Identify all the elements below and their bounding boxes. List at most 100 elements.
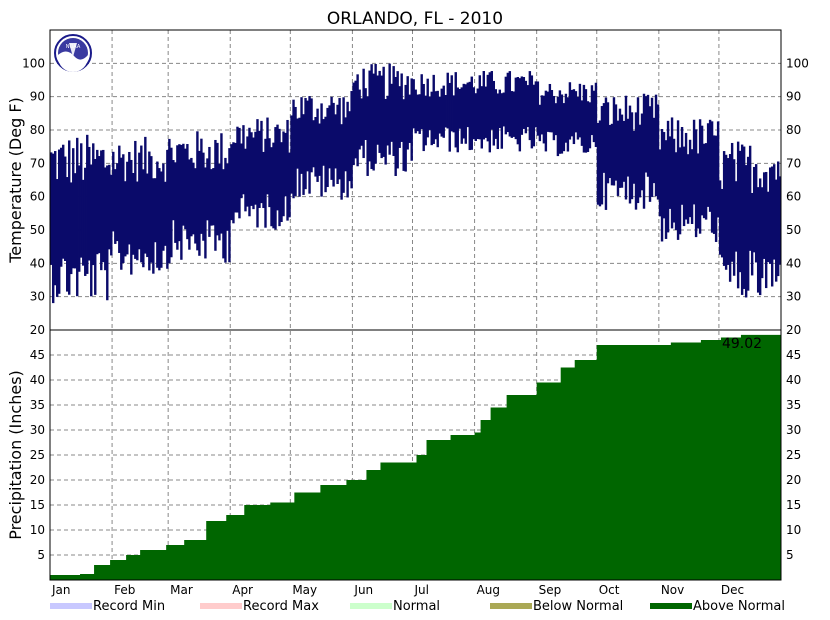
month-label: Nov xyxy=(661,583,684,597)
temperature-day-bar xyxy=(338,98,341,180)
temperature-day-bar xyxy=(110,174,113,256)
temperature-day-bar xyxy=(128,151,131,245)
temperature-day-bar xyxy=(546,91,550,132)
temperature-day-bar xyxy=(752,166,756,253)
temperature-day-bar xyxy=(178,144,181,242)
temperature-day-bar xyxy=(94,158,97,295)
temperature-day-bar xyxy=(596,122,600,205)
precipitation-tick-left: 45 xyxy=(30,348,45,362)
legend-swatch xyxy=(200,603,242,609)
temperature-day-bar xyxy=(450,75,453,132)
temperature-day-bar xyxy=(488,72,492,153)
temperature-day-bar xyxy=(432,74,435,144)
temperature-day-bar xyxy=(214,139,217,251)
legend-swatch xyxy=(50,603,92,609)
temperature-day-bar xyxy=(230,144,233,221)
temperature-day-bar xyxy=(672,138,676,223)
temperature-day-bar xyxy=(528,71,532,141)
temperature-day-bar xyxy=(244,148,247,212)
precipitation-axis-title: Precipitation (Inches) xyxy=(6,370,25,540)
temperature-day-bar xyxy=(302,114,305,195)
temperature-day-bar xyxy=(770,166,774,287)
temperature-day-bar xyxy=(486,74,489,142)
temperature-day-bar xyxy=(86,134,89,274)
temperature-day-bar xyxy=(458,88,461,129)
temperature-day-bar xyxy=(602,103,606,173)
temperature-day-bar xyxy=(650,97,654,197)
temperature-day-bar xyxy=(654,94,658,197)
temperature-day-bar xyxy=(140,145,143,263)
temperature-day-bar xyxy=(718,180,722,255)
temperature-day-bar xyxy=(662,132,666,219)
noaa-logo-text: NOAA xyxy=(66,44,81,50)
temperature-day-bar xyxy=(762,172,766,259)
temperature-day-bar xyxy=(394,76,397,176)
month-label: May xyxy=(292,583,317,597)
temperature-day-bar xyxy=(730,142,734,262)
temperature-day-bar xyxy=(560,94,564,154)
temperature-day-bar xyxy=(466,82,469,128)
temperature-day-bar xyxy=(380,75,383,159)
temperature-day-bar xyxy=(272,142,275,229)
temperature-day-bar xyxy=(330,96,333,180)
temperature-day-bar xyxy=(494,89,498,139)
temperature-day-bar xyxy=(726,158,730,265)
temperature-day-bar xyxy=(288,152,291,218)
temperature-day-bar xyxy=(240,143,243,199)
temperature-day-bar xyxy=(312,120,315,168)
precipitation-tick-right: 45 xyxy=(786,348,801,362)
temperature-day-bar xyxy=(174,162,177,243)
temperature-day-bar xyxy=(64,156,67,261)
temperature-day-bar xyxy=(280,142,283,223)
legend-label: Normal xyxy=(393,599,440,614)
temperature-day-bar xyxy=(116,163,119,242)
temperature-day-bar xyxy=(262,151,265,209)
temperature-day-bar xyxy=(764,171,768,289)
temperature-day-bar xyxy=(188,159,191,250)
temperature-tick-right: 50 xyxy=(786,223,801,237)
temperature-day-bar xyxy=(554,103,558,136)
temperature-day-bar xyxy=(750,192,754,276)
temperature-day-bar xyxy=(170,147,173,258)
temperature-day-bar xyxy=(278,128,281,227)
temperature-day-bar xyxy=(456,87,459,153)
temperature-day-bar xyxy=(642,93,646,209)
temperature-day-bar xyxy=(246,136,249,207)
temperature-day-bar xyxy=(550,90,554,133)
temperature-day-bar xyxy=(656,104,660,200)
temperature-day-bar xyxy=(738,150,742,273)
temperature-day-bar xyxy=(386,95,389,146)
temperature-day-bar xyxy=(462,83,465,139)
temperature-day-bar xyxy=(744,165,748,298)
temperature-day-bar xyxy=(392,66,395,156)
temperature-day-bar xyxy=(148,151,151,271)
temperature-day-bar xyxy=(144,136,147,254)
temperature-day-bar xyxy=(542,95,546,144)
temperature-day-bar xyxy=(298,117,301,197)
temperature-day-bar xyxy=(448,82,451,152)
temperature-day-bar xyxy=(398,86,401,148)
temperature-day-bar xyxy=(284,132,287,197)
temperature-day-bar xyxy=(202,152,205,241)
temperature-day-bar xyxy=(624,95,628,200)
temperature-day-bar xyxy=(250,132,253,206)
temperature-day-bar xyxy=(350,91,353,189)
temperature-day-bar xyxy=(324,116,327,193)
temperature-day-bar xyxy=(580,100,584,146)
temperature-day-bar xyxy=(102,149,105,263)
temperature-tick-left: 80 xyxy=(30,123,45,137)
temperature-day-bar xyxy=(282,131,285,217)
temperature-day-bar xyxy=(70,182,73,275)
temperature-day-bar xyxy=(532,84,536,147)
temperature-day-bar xyxy=(138,152,141,250)
temperature-day-bar xyxy=(714,135,718,242)
divider-tick-right: 20 xyxy=(786,323,801,337)
temperature-day-bar xyxy=(114,169,117,244)
temperature-day-bar xyxy=(236,126,239,213)
temperature-day-bar xyxy=(668,136,672,209)
temperature-day-bar xyxy=(74,173,77,269)
temperature-day-bar xyxy=(268,138,271,208)
temperature-day-bar xyxy=(530,75,534,149)
temperature-day-bar xyxy=(562,103,566,152)
temperature-day-bar xyxy=(344,117,347,172)
